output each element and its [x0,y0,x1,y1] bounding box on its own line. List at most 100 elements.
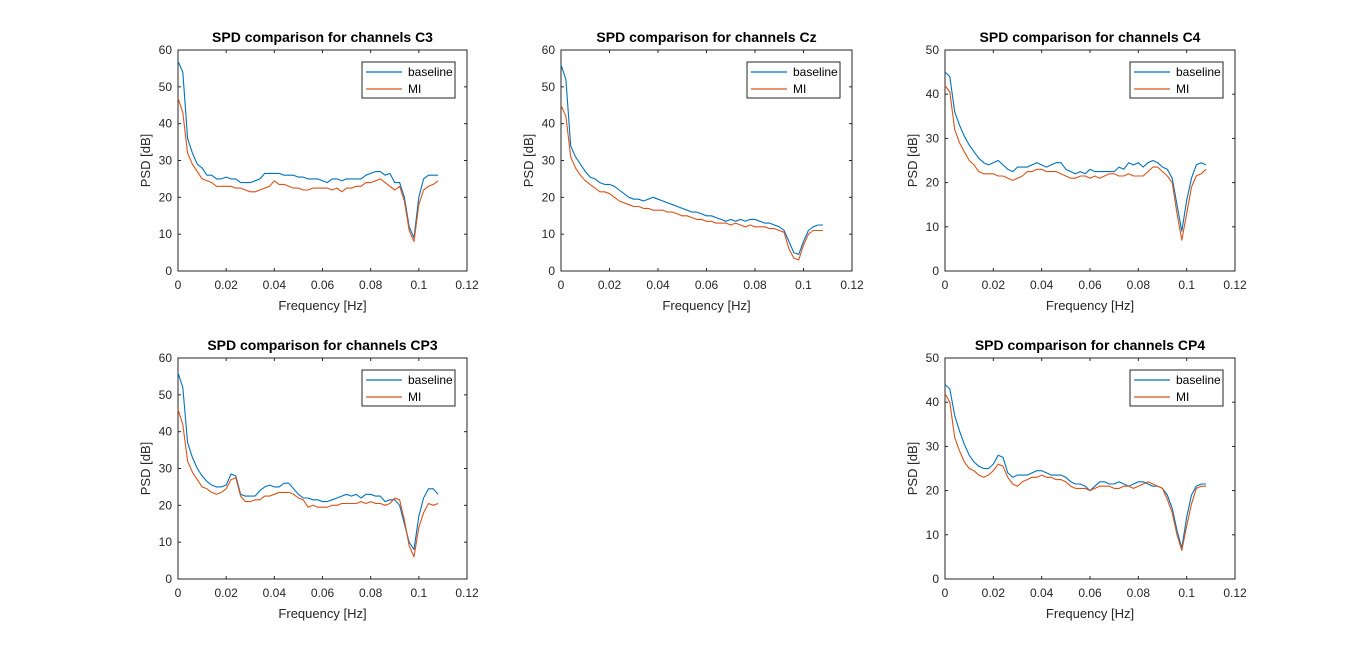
legend-label-mi: MI [1176,390,1189,404]
x-tick-label: 0.02 [598,278,622,292]
y-tick-label: 20 [542,190,556,204]
legend-box [746,61,841,99]
x-tick-label: 0.04 [1030,586,1054,600]
x-tick-label: 0.1 [410,278,427,292]
x-axis-label: Frequency [Hz] [1046,298,1134,313]
x-tick-label: 0.12 [455,278,479,292]
x-tick-label: 0.02 [982,278,1006,292]
legend-box [361,369,456,407]
series-line-mi [177,97,439,243]
x-tick-label: 0.12 [1223,586,1247,600]
y-tick-label: 20 [926,484,940,498]
chart-title: SPD comparison for channels C4 [980,29,1201,45]
y-tick-label: 40 [542,117,556,131]
series-line-baseline [560,64,823,255]
y-tick-label: 60 [159,351,173,365]
x-tick-label: 0 [558,278,565,292]
legend-label-mi: MI [793,82,806,96]
y-tick-label: 20 [926,176,940,190]
legend-label-mi: MI [408,82,421,96]
y-tick-label: 20 [159,190,173,204]
y-tick-label: 0 [548,264,555,278]
legend-label-baseline: baseline [1176,65,1221,79]
y-tick-label: 10 [542,227,556,241]
x-tick-label: 0.02 [214,586,238,600]
x-tick-label: 0 [942,278,949,292]
legend: baseline MI [1129,369,1224,407]
legend-label-mi: MI [408,390,421,404]
y-tick-label: 40 [159,425,173,439]
legend: baseline MI [746,61,841,99]
y-tick-label: 0 [165,572,172,586]
x-tick-label: 0.04 [646,278,670,292]
series-line-baseline [944,71,1207,232]
x-tick-label: 0 [942,586,949,600]
series-line-mi [944,393,1206,551]
y-tick-label: 60 [542,43,556,57]
y-tick-label: 50 [926,43,940,57]
x-tick-label: 0 [175,278,182,292]
x-tick-label: 0.1 [1178,278,1195,292]
y-tick-label: 10 [926,528,940,542]
y-tick-label: 50 [926,351,940,365]
x-tick-label: 0.02 [214,278,238,292]
x-tick-label: 0.1 [410,586,427,600]
x-axis-label: Frequency [Hz] [1046,606,1134,621]
legend-label-baseline: baseline [793,65,838,79]
chart-panel-cp3: 0 0.02 0.04 0.06 0.08 0.1 0.12 0 10 20 30 40 50 60 SPD… [138,337,479,621]
y-axis-label: PSD [dB] [905,442,920,495]
x-tick-label: 0.06 [1078,278,1102,292]
x-tick-label: 0.12 [455,586,479,600]
y-axis-label: PSD [dB] [138,134,153,187]
legend-label-baseline: baseline [408,65,453,79]
series-line-mi [560,105,823,261]
y-axis-label: PSD [dB] [138,442,153,495]
y-tick-label: 50 [159,80,173,94]
y-tick-label: 20 [159,498,173,512]
chart-title: SPD comparison for channels Cz [596,29,816,45]
y-axis-label: PSD [dB] [521,134,536,187]
legend-box [1129,369,1224,407]
x-tick-label: 0.08 [359,586,383,600]
x-tick-label: 0 [175,586,182,600]
legend: baseline MI [361,369,456,407]
y-axis-label: PSD [dB] [905,134,920,187]
x-tick-label: 0.1 [1178,586,1195,600]
x-tick-label: 0.08 [359,278,383,292]
y-tick-label: 30 [542,154,556,168]
y-tick-label: 40 [926,87,940,101]
x-axis-label: Frequency [Hz] [278,298,366,313]
x-tick-label: 0.12 [840,278,864,292]
x-axis-label: Frequency [Hz] [278,606,366,621]
chart-panel-c3: 0 0.02 0.04 0.06 0.08 0.1 0.12 0 10 20 30 40 50 60 SPD… [138,29,479,313]
chart-panel-cp4: 0 0.02 0.04 0.06 0.08 0.1 0.12 0 10 20 30 40 50 SPD c… [905,337,1247,621]
legend-label-mi: MI [1176,82,1189,96]
x-tick-label: 0.04 [263,586,287,600]
y-tick-label: 10 [159,535,173,549]
x-tick-label: 0.06 [311,278,335,292]
x-tick-label: 0.04 [263,278,287,292]
x-tick-label: 0.08 [743,278,767,292]
chart-panel-c4: 0 0.02 0.04 0.06 0.08 0.1 0.12 0 10 20 30 40 50 SPD c… [905,29,1247,313]
series-line-baseline [177,372,439,551]
y-tick-label: 50 [542,80,556,94]
x-tick-label: 0.08 [1127,278,1151,292]
chart-title: SPD comparison for channels CP3 [207,337,437,353]
y-tick-label: 0 [932,264,939,278]
y-tick-label: 30 [926,131,940,145]
y-tick-label: 30 [926,439,940,453]
x-tick-label: 0.08 [1127,586,1151,600]
x-tick-label: 0.02 [982,586,1006,600]
legend-box [1129,61,1224,99]
series-line-baseline [177,60,439,239]
x-tick-label: 0.06 [695,278,719,292]
x-tick-label: 0.12 [1223,278,1247,292]
y-tick-label: 0 [932,572,939,586]
y-tick-label: 40 [926,395,940,409]
y-tick-label: 40 [159,117,173,131]
y-tick-label: 50 [159,388,173,402]
y-tick-label: 60 [159,43,173,57]
chart-title: SPD comparison for channels CP4 [975,337,1205,353]
chart-title: SPD comparison for channels C3 [212,29,433,45]
